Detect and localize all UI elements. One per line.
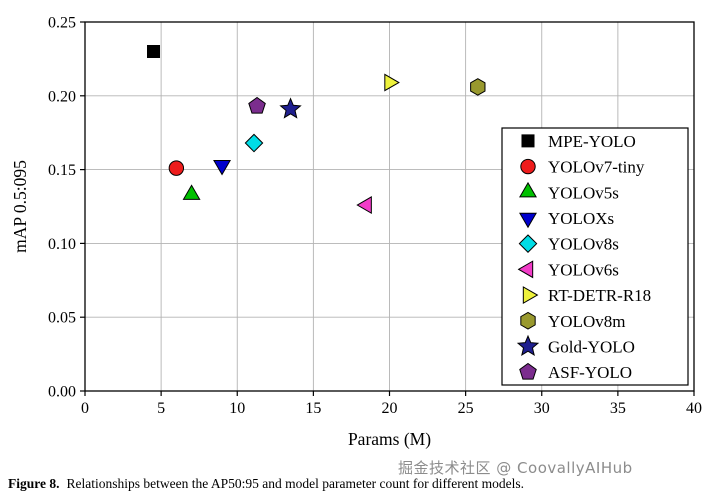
x-tick-label: 10 [229, 400, 245, 417]
x-tick-label: 15 [305, 400, 321, 417]
figure-caption-text: Relationships between the AP50:95 and mo… [66, 476, 525, 491]
y-tick-label: 0.10 [48, 236, 76, 253]
legend-label: Gold-YOLO [548, 337, 635, 356]
y-axis-label: mAP 0.5:095 [10, 160, 30, 253]
x-axis-label: Params (M) [348, 429, 431, 449]
legend-label: YOLOXs [548, 209, 614, 228]
legend-label: YOLOv6s [548, 260, 619, 279]
y-tick-label: 0.20 [48, 88, 76, 105]
legend-item-mpe-yolo: MPE-YOLO [521, 132, 636, 151]
legend-label: YOLOv7-tiny [548, 158, 645, 177]
legend-label: RT-DETR-R18 [548, 286, 651, 305]
data-points [147, 45, 486, 214]
legend: MPE-YOLO YOLOv7-tiny YOLOv5s YOLOXs YOLOv8s Y… [501, 127, 689, 386]
legend-item-asf-yolo: ASF-YOLO [519, 362, 632, 382]
legend-item-yolov5s: YOLOv5s [519, 181, 619, 202]
point-yolov8s [244, 133, 264, 153]
chart-svg: 0 5 10 15 20 25 30 35 40 0.00 0.05 0.10 0.15 0.20 0.25… [10, 15, 702, 450]
legend-label: YOLOv8s [548, 235, 619, 254]
point-yolov8m [470, 78, 486, 96]
legend-label: MPE-YOLO [548, 132, 636, 151]
x-tick-label: 35 [610, 400, 626, 417]
legend-item-yolov6s: YOLOv6s [517, 260, 619, 279]
y-tick-label: 0.00 [48, 384, 76, 401]
legend-label: YOLOv8m [548, 312, 625, 331]
scatter-chart: 0 5 10 15 20 25 30 35 40 0.00 0.05 0.10 0.15 0.20 0.25… [10, 15, 702, 450]
legend-item-rt-detr-r18: RT-DETR-R18 [522, 286, 651, 305]
x-tick-label: 30 [534, 400, 550, 417]
point-yolov7-tiny [168, 160, 185, 176]
x-tick-label: 5 [157, 400, 165, 417]
point-yoloxs [213, 159, 231, 176]
watermark-text: 掘金技术社区 @ CoovallyAIHub [398, 459, 633, 477]
legend-item-yolov7-tiny: YOLOv7-tiny [520, 158, 645, 177]
legend-label: ASF-YOLO [548, 363, 632, 382]
y-tick-label: 0.25 [48, 15, 76, 32]
point-yolov6s [356, 196, 372, 214]
x-tick-label: 25 [458, 400, 474, 417]
legend-item-yoloxs: YOLOXs [519, 209, 614, 229]
point-asf-yolo [248, 96, 266, 114]
y-tick-label: 0.05 [48, 310, 76, 327]
point-gold-yolo [279, 97, 302, 119]
legend-item-yolov8m: YOLOv8m [520, 312, 625, 331]
x-tick-label: 0 [81, 400, 89, 417]
x-tick-label: 40 [686, 400, 702, 417]
legend-item-gold-yolo: Gold-YOLO [516, 334, 635, 356]
point-rt-detr-r18 [384, 73, 400, 92]
legend-item-yolov8s: YOLOv8s [518, 234, 619, 254]
figure-caption-label: Figure 8. [8, 476, 60, 491]
y-tick-label: 0.15 [48, 162, 76, 179]
figure-caption: Figure 8. Relationships between the AP50:… [8, 476, 714, 492]
axes: 0 5 10 15 20 25 30 35 40 0.00 0.05 0.10 0.15 0.20 0.25 [48, 15, 702, 418]
point-yolov5s [182, 184, 201, 200]
point-mpe-yolo [147, 45, 161, 59]
x-tick-label: 20 [382, 400, 398, 417]
legend-label: YOLOv5s [548, 183, 619, 202]
